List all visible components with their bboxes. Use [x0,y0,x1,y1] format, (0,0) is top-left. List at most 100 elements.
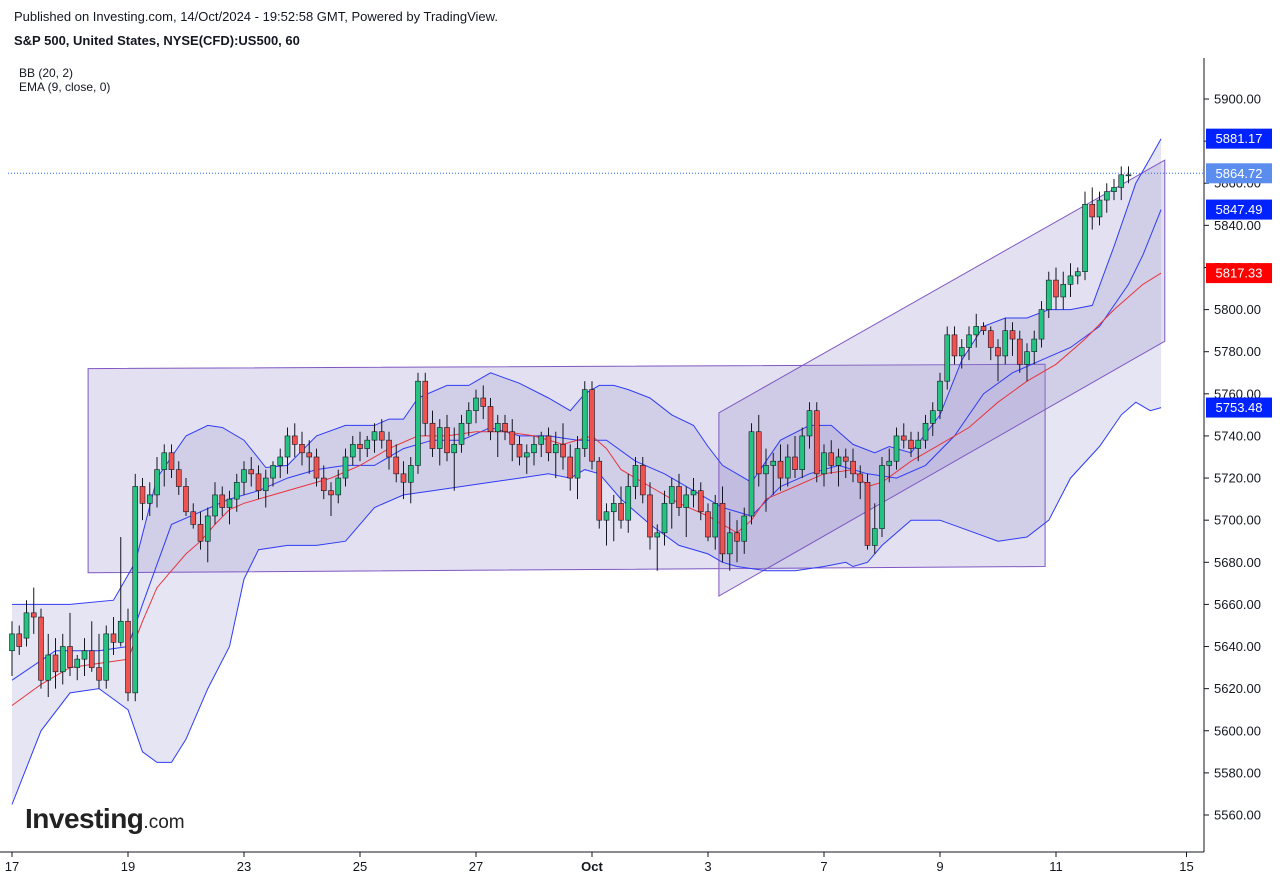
investing-logo[interactable]: Investing.com [25,803,185,834]
candle-body [654,532,661,538]
y-tick-label: 5600.00 [1214,723,1261,738]
candle-body [799,435,806,470]
candle-body [320,477,327,491]
candle-body [777,460,784,479]
y-tick-label: 5800.00 [1214,302,1261,317]
candle-body [16,633,23,647]
candle-body [197,524,204,542]
candle-body [705,511,711,538]
candle-body [944,334,951,382]
candle-body [255,473,262,491]
candle-body [871,528,878,546]
candle-body [726,532,733,555]
candle-body [233,481,240,500]
candle-body [349,444,356,458]
candle-body [625,486,632,521]
x-tick-label: 19 [121,859,135,874]
y-tick-label: 5620.00 [1214,681,1261,696]
candle-body [161,452,168,470]
candle-body [1118,174,1125,188]
candle-body [241,469,247,483]
candle-body [88,650,95,668]
price-badge [1206,263,1272,284]
candle-body [30,612,37,618]
candle-body [879,465,885,529]
candle-body [67,646,73,668]
candle-body [306,452,313,458]
candle-body [697,490,704,513]
candle-body [668,486,675,504]
candle-body [545,435,552,454]
candle-body [1125,174,1132,177]
candle-body [951,334,958,357]
x-tick-label: 17 [5,859,19,874]
candle-body [929,410,936,424]
candle-body [45,654,52,681]
candle-body [52,654,59,673]
candle-body [219,494,226,508]
indicator-ema-label: EMA (9, close, 0) [19,80,111,94]
price-channel-1 [87,363,1046,574]
price-badge [1206,163,1272,184]
candle-body [1002,330,1009,357]
candle-body [335,477,342,496]
candle-body [966,334,972,348]
candle-body [922,423,929,441]
candle-body [480,397,487,407]
candle-body [436,427,443,449]
candle-body [560,444,566,458]
candle-body [1031,338,1038,353]
price-badge [1206,397,1272,418]
candle-body [1053,279,1059,298]
candle-body [603,511,610,521]
candle-body [719,503,726,555]
candle-body [958,347,965,357]
candle-body [81,650,88,660]
candle-body [647,494,653,538]
candle-body [734,532,740,542]
x-tick-label: Oct [581,859,603,874]
y-tick-label: 5840.00 [1214,218,1261,233]
candle-body [915,439,922,449]
candle-body [748,431,755,517]
candle-body [139,486,146,504]
candle-body [900,435,907,441]
candle-body [1009,330,1016,340]
candle-body [190,511,197,525]
candle-body [364,439,371,449]
candle-body [299,444,305,454]
candle-body [1103,191,1110,201]
candle-body [538,435,545,445]
candle-body [618,503,624,521]
candle-body [973,326,980,336]
candle-body [168,452,175,470]
candle-body [357,444,363,449]
price-badge-label: 5753.48 [1216,400,1263,415]
candle-body [1074,271,1081,277]
candle-body [226,498,233,508]
x-tick-label: 15 [1179,859,1193,874]
symbol-title: S&P 500, United States, NYSE(CFD):US500,… [14,33,300,48]
candle-body [567,456,574,479]
candle-body [342,456,349,479]
candle-body [1060,284,1067,298]
candle-body [712,503,719,538]
price-badge-label: 5847.49 [1216,202,1263,217]
price-badge-label: 5864.72 [1216,166,1263,181]
candle-body [1067,275,1074,285]
candle-body [509,431,516,445]
candle-body [995,347,1001,357]
candle-body [886,460,893,466]
candle-body [755,431,762,475]
candle-body [632,465,639,487]
candle-body [96,667,102,681]
x-tick-label: 11 [1049,859,1063,874]
candle-body [154,469,160,496]
candle-body [552,444,559,454]
candle-body [821,452,827,475]
candle-body [763,465,769,475]
candle-body [146,494,153,504]
candle-body [813,410,820,475]
candle-body [908,439,914,449]
